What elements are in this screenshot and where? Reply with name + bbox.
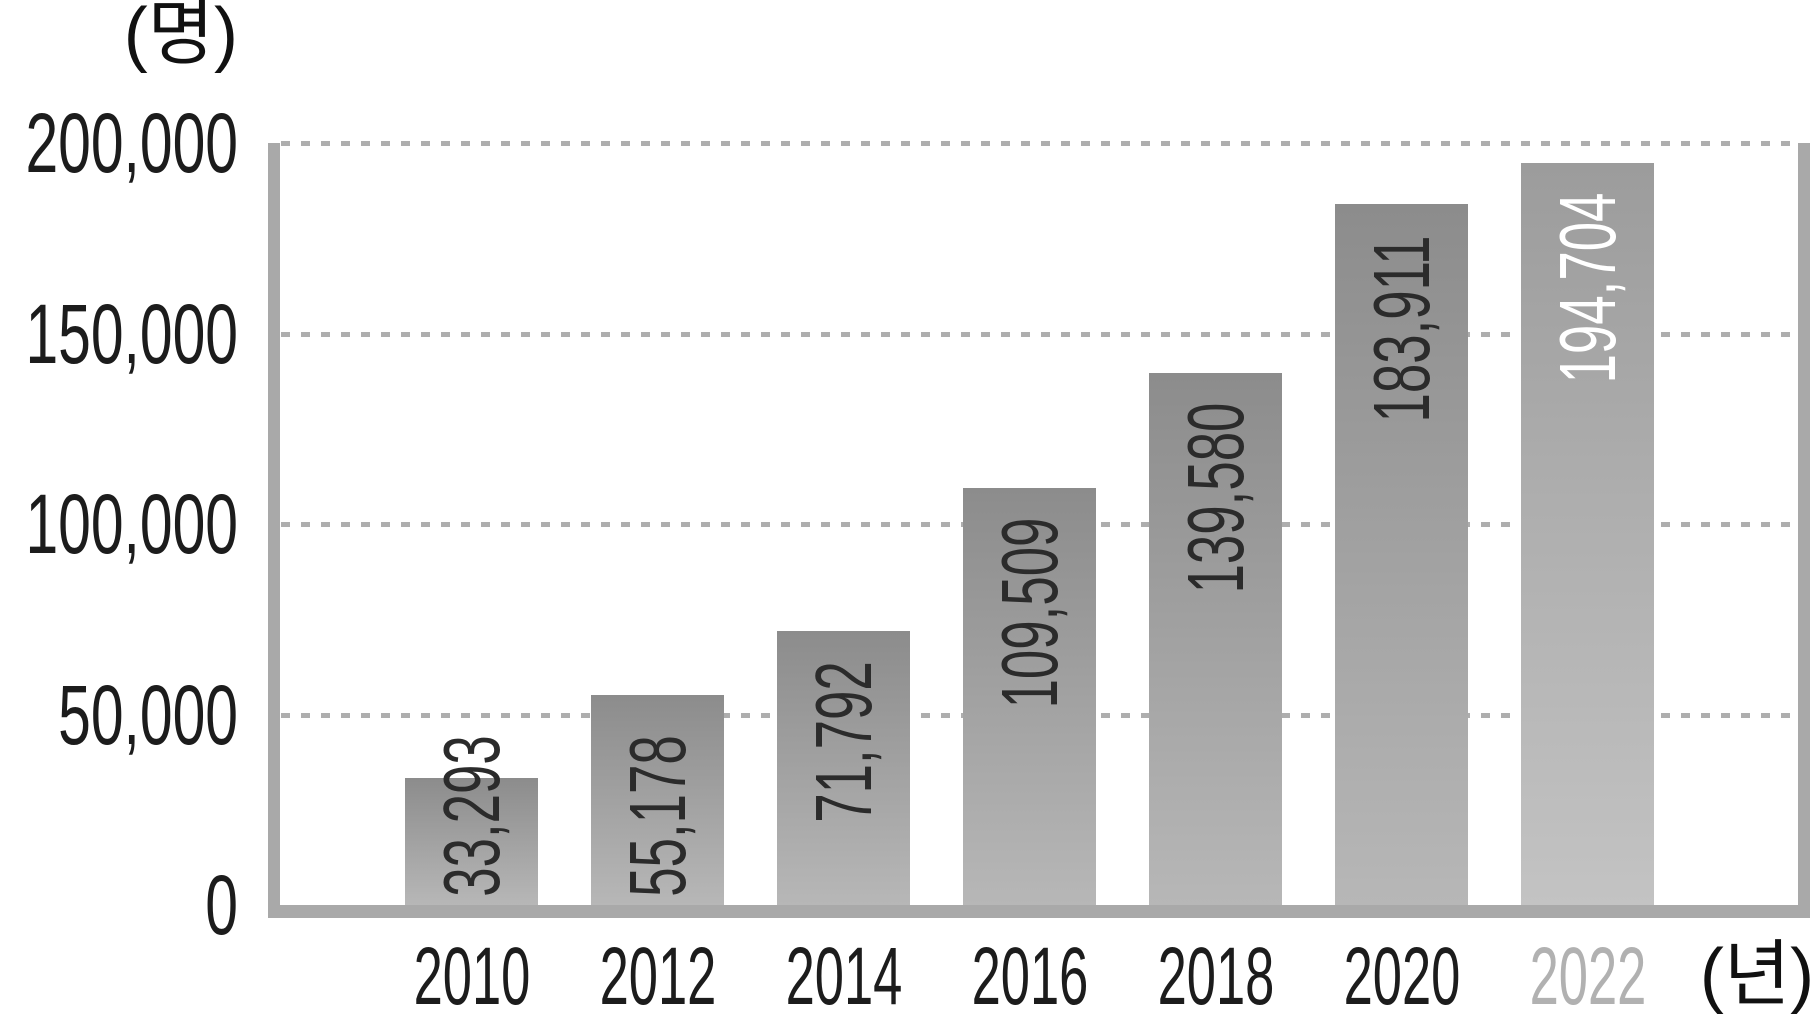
y-tick-label-150000: 150,000: [25, 286, 238, 381]
bar-value-label-2020: 183,911: [1356, 235, 1446, 423]
bar-2012: [591, 695, 724, 905]
x-axis-line: [268, 905, 1810, 918]
bar-value-label-2018: 139,580: [1170, 402, 1260, 594]
x-tick-label-2016: 2016: [971, 931, 1088, 1018]
bar-2022: [1521, 163, 1654, 905]
x-axis-unit-label: (년): [1699, 935, 1814, 1015]
y-axis-unit-label: (명): [123, 0, 238, 74]
x-tick-label-2014: 2014: [785, 931, 902, 1018]
bar-value-label-2014: 71,792: [798, 660, 888, 823]
x-tick-label-2012: 2012: [599, 931, 716, 1018]
bar-2018: [1149, 373, 1282, 905]
bar-value-label-2022: 194,704: [1542, 192, 1632, 384]
bar-value-label-2016: 109,509: [984, 517, 1074, 709]
bar-2010: [405, 778, 538, 905]
y-tick-label-200000: 200,000: [25, 96, 238, 190]
gridline-200000: [281, 141, 1798, 146]
x-tick-label-2018: 2018: [1157, 931, 1274, 1018]
gridline-150000: [281, 331, 1798, 337]
y-tick-label-0: 0: [205, 858, 238, 952]
plot-right-border-line: [1798, 143, 1810, 918]
bar-2020: [1335, 204, 1468, 905]
bar-2016: [963, 488, 1096, 905]
x-tick-label-2022: 2022: [1529, 931, 1646, 1018]
y-tick-label-100000: 100,000: [25, 477, 238, 571]
y-tick-label-50000: 50,000: [58, 667, 238, 762]
x-tick-label-2020: 2020: [1343, 931, 1460, 1018]
bar-2014: [777, 631, 910, 905]
x-tick-label-2010: 2010: [413, 931, 530, 1018]
y-axis-line: [268, 143, 280, 918]
